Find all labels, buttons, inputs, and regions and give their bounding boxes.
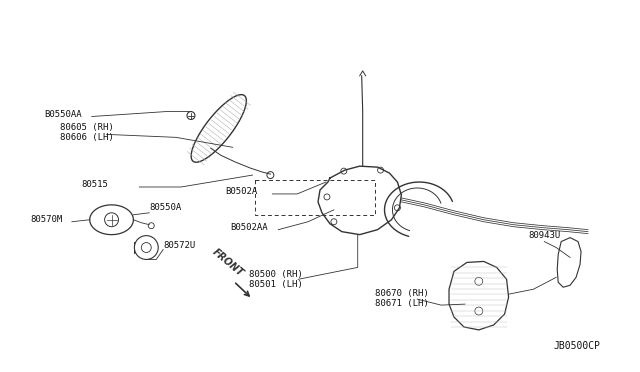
Text: 80550A: 80550A bbox=[149, 203, 182, 212]
Text: 80572U: 80572U bbox=[163, 241, 195, 250]
Text: 80606 (LH): 80606 (LH) bbox=[60, 133, 114, 142]
Text: B0502AA: B0502AA bbox=[230, 223, 268, 232]
Text: JB0500CP: JB0500CP bbox=[553, 341, 600, 351]
Text: 80500 (RH): 80500 (RH) bbox=[248, 270, 302, 279]
Text: B0502A: B0502A bbox=[226, 187, 258, 196]
Text: B0550AA: B0550AA bbox=[44, 109, 82, 119]
Text: 80605 (RH): 80605 (RH) bbox=[60, 124, 114, 132]
Text: 80570M: 80570M bbox=[30, 215, 63, 224]
Text: 80670 (RH): 80670 (RH) bbox=[374, 289, 428, 298]
Text: 80501 (LH): 80501 (LH) bbox=[248, 280, 302, 289]
Text: 80943U: 80943U bbox=[529, 231, 561, 240]
Text: 80515: 80515 bbox=[82, 180, 109, 189]
Text: FRONT: FRONT bbox=[211, 247, 246, 278]
Text: 80671 (LH): 80671 (LH) bbox=[374, 299, 428, 308]
